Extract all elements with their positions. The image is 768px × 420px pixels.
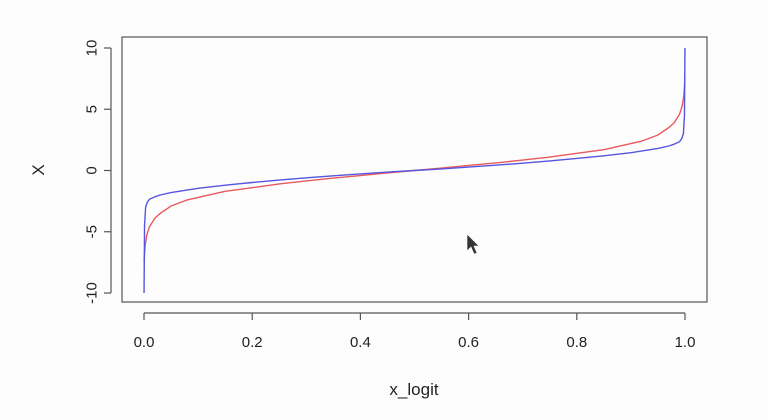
x-tick-label: 0.0 bbox=[134, 334, 155, 351]
y-tick-label: -5 bbox=[84, 225, 101, 238]
x-tick-label: 0.8 bbox=[566, 334, 587, 351]
x-axis-title: x_logit bbox=[389, 380, 438, 399]
x-tick-label: 1.0 bbox=[675, 334, 696, 351]
x-tick-label: 0.6 bbox=[458, 334, 479, 351]
series-group bbox=[143, 47, 686, 294]
y-axis: -10 -5 0 5 10 bbox=[84, 40, 112, 304]
y-tick-label: -10 bbox=[84, 282, 101, 304]
x-tick-label: 0.2 bbox=[242, 334, 263, 351]
y-tick-label: 0 bbox=[84, 166, 101, 174]
x-axis: 0.0 0.2 0.4 0.6 0.8 1.0 bbox=[134, 312, 696, 351]
x-tick-label: 0.4 bbox=[350, 334, 371, 351]
mouse-cursor-icon bbox=[466, 233, 480, 255]
y-tick-label: 5 bbox=[84, 105, 101, 113]
series-line-2 bbox=[143, 47, 686, 294]
plot-frame bbox=[121, 36, 708, 303]
y-tick-label: 10 bbox=[84, 40, 101, 57]
y-axis-title: X bbox=[29, 164, 48, 175]
